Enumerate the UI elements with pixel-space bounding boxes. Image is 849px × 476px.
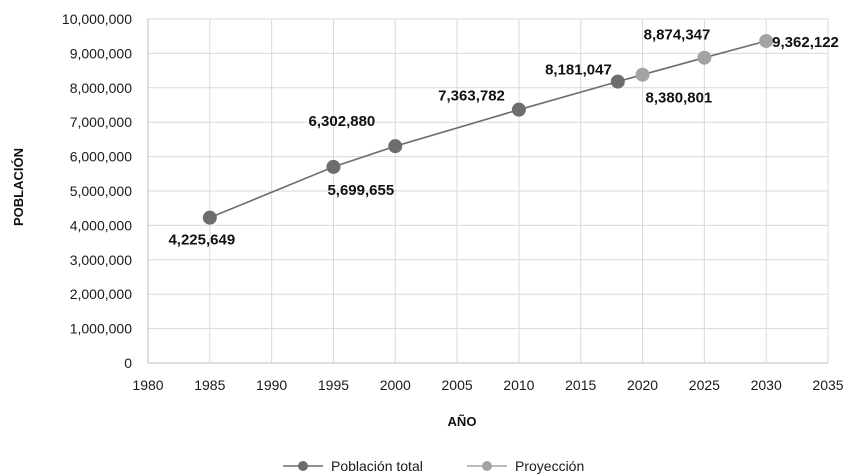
x-tick-label: 2015 (565, 377, 596, 393)
x-axis-title: AÑO (448, 414, 477, 429)
proyeccion-point (759, 33, 774, 48)
x-tick-label: 1980 (132, 377, 163, 393)
y-tick-label: 2,000,000 (70, 286, 132, 302)
y-tick-label: 9,000,000 (70, 45, 132, 61)
data-label: 7,363,782 (438, 88, 505, 105)
poblacion-total-point (326, 159, 341, 174)
data-label: 6,302,880 (309, 113, 376, 130)
x-tick-label: 2035 (812, 377, 843, 393)
legend-label: Población total (331, 458, 423, 474)
data-label: 5,699,655 (327, 182, 394, 199)
poblacion-total-point (388, 139, 403, 154)
grid-layer (147, 18, 829, 364)
legend-label: Proyección (515, 458, 584, 474)
legend-item-poblacion-total: Población total (283, 458, 423, 474)
y-tick-label: 1,000,000 (70, 321, 132, 337)
poblacion-total-point (511, 102, 526, 117)
x-tick-label: 2025 (689, 377, 720, 393)
x-tick-label: 2000 (380, 377, 411, 393)
legend-swatch-marker (298, 461, 308, 471)
point-layer (202, 33, 774, 225)
y-tick-label: 6,000,000 (70, 149, 132, 165)
legend-swatch-marker (482, 461, 492, 471)
data-label: 9,362,122 (772, 34, 839, 51)
legend-item-proyeccion: Proyección (467, 458, 584, 474)
x-tick-label: 2010 (503, 377, 534, 393)
y-tick-label: 7,000,000 (70, 114, 132, 130)
proyeccion-point (697, 50, 712, 65)
series-line (209, 40, 767, 219)
data-label: 8,874,347 (644, 27, 711, 44)
proyeccion-point (635, 67, 650, 82)
label-layer: 4,225,649 5,699,655 6,302,880 7,363,782 8,18… (168, 27, 838, 249)
x-tick-label: 1985 (194, 377, 225, 393)
x-tick-label: 1990 (256, 377, 287, 393)
y-tick-label: 3,000,000 (70, 252, 132, 268)
y-tick-label: 0 (124, 355, 132, 371)
line-layer (209, 40, 767, 219)
y-tick-label: 5,000,000 (70, 183, 132, 199)
x-tick-label: 2005 (442, 377, 473, 393)
x-tick-label: 2030 (751, 377, 782, 393)
data-label: 8,181,047 (545, 62, 612, 79)
y-tick-label: 4,000,000 (70, 217, 132, 233)
legend: Población total Proyección (283, 458, 584, 474)
axis-layer: 1980 1985 1990 1995 2000 2005 2010 2015 2020 2025… (62, 11, 844, 393)
y-tick-label: 8,000,000 (70, 80, 132, 96)
y-axis-title: POBLACIÓN (11, 148, 26, 226)
x-tick-label: 2020 (627, 377, 658, 393)
poblacion-total-point (610, 74, 625, 89)
poblacion-total-point (202, 210, 217, 225)
data-label: 8,380,801 (646, 90, 713, 107)
x-tick-label: 1995 (318, 377, 349, 393)
data-label: 4,225,649 (168, 232, 235, 249)
y-tick-label: 10,000,000 (62, 11, 132, 27)
